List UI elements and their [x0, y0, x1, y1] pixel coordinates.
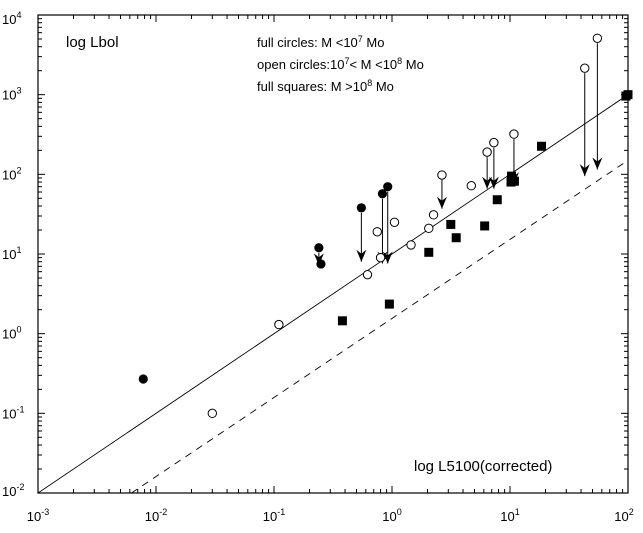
- fit-lines: [38, 94, 628, 493]
- arrow-head: [356, 249, 367, 262]
- full-square-point: [337, 316, 347, 326]
- open-circle-point: [428, 210, 439, 220]
- y-tick-label: 10-1: [2, 404, 24, 421]
- x-tick-label: 10-1: [263, 507, 285, 524]
- full-square-point: [480, 221, 490, 231]
- full-square-point: [424, 247, 434, 257]
- x-axis-label: log L5100(corrected): [414, 458, 552, 475]
- open-circle-point: [406, 240, 416, 250]
- full-square-point: [623, 90, 633, 100]
- full-square-point: [509, 176, 519, 186]
- y-tick-label: 103: [2, 86, 21, 103]
- full-circle-point: [316, 259, 326, 269]
- open-circle-point: [372, 227, 382, 237]
- open-circle-point: [207, 408, 218, 419]
- full-circle-point: [314, 243, 324, 253]
- dashed-relation-line: [131, 159, 628, 493]
- arrow-head: [579, 164, 590, 177]
- legend-full-circles: full circles: M <107 Mo: [257, 34, 384, 50]
- legend-open-circles: open circles:107< M <108 Mo: [257, 56, 424, 72]
- full-circle-point: [383, 182, 393, 192]
- full-square-point: [384, 299, 394, 309]
- x-tick-label: 10-3: [27, 507, 49, 524]
- arrow-head: [382, 251, 393, 264]
- y-axis-label: log Lbol: [66, 34, 119, 51]
- full-square-point: [507, 171, 517, 181]
- y-tick-label: 102: [2, 165, 21, 182]
- open-circle-point: [489, 137, 499, 148]
- x-tick-label: 100: [382, 507, 401, 524]
- y-tick-label: 101: [2, 245, 21, 262]
- open-circle-point: [466, 180, 477, 191]
- open-circle-point: [580, 63, 590, 73]
- open-circle-point: [509, 129, 519, 139]
- open-circle-point: [389, 217, 400, 227]
- full-circle-point: [356, 203, 366, 213]
- arrow-head: [482, 176, 493, 189]
- full-square-point: [451, 233, 461, 243]
- axis-ticks: [37, 14, 629, 494]
- y-tick-label: 104: [2, 10, 21, 27]
- arrow-head: [436, 196, 447, 209]
- solid-relation-line: [38, 94, 628, 493]
- open-circle-point: [424, 223, 434, 234]
- x-tick-label: 10-2: [145, 507, 167, 524]
- data-points: [138, 33, 633, 419]
- arrow-head: [488, 176, 499, 189]
- full-circle-point: [377, 189, 388, 199]
- axis-tick-labels: 10-3 10-2 10-1 100 101 10210-210-110010110210…: [2, 10, 634, 524]
- full-square-point: [537, 141, 547, 151]
- legend-full-squares: full squares: M >108 Mo: [257, 78, 394, 94]
- open-circle-point: [482, 147, 492, 157]
- x-tick-label: 102: [614, 507, 633, 524]
- full-square-point: [446, 219, 456, 229]
- arrow-head: [313, 253, 324, 266]
- open-circle-point: [437, 170, 447, 180]
- arrow-head: [592, 157, 603, 170]
- open-circle-point: [362, 269, 373, 280]
- x-tick-label: 101: [500, 507, 519, 524]
- open-circle-point: [592, 33, 603, 43]
- full-square-point: [492, 195, 502, 205]
- open-circle-point: [274, 319, 284, 330]
- y-tick-label: 10-2: [2, 482, 24, 499]
- y-tick-label: 100: [2, 325, 21, 342]
- open-circle-point: [375, 252, 386, 263]
- full-circle-point: [138, 374, 148, 384]
- upper-limit-arrows: [313, 43, 603, 266]
